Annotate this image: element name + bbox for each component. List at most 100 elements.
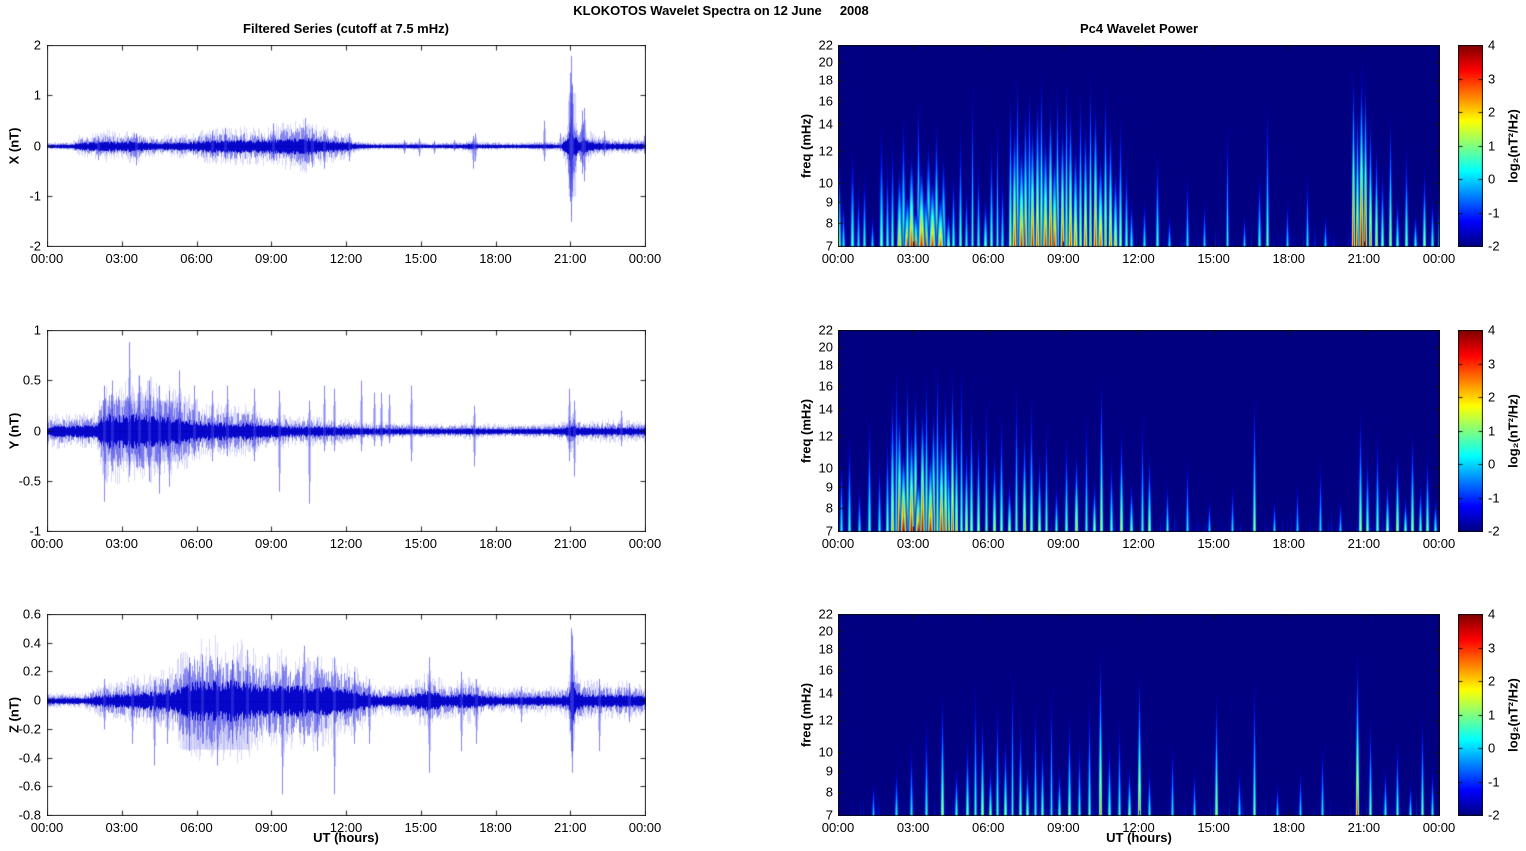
y-tick-label: 1	[33, 87, 41, 103]
freq-tick-label: 14	[818, 685, 833, 701]
colorbar-tick-label: -1	[1488, 774, 1500, 789]
freq-tick-label: 8	[825, 215, 833, 231]
x-tick-label: 06:00	[971, 251, 1005, 266]
colorbar-tick-label: 3	[1488, 71, 1496, 86]
x-tick-label: 18:00	[479, 251, 512, 266]
right-xaxis-label: UT (hours)	[1106, 830, 1172, 845]
freq-ylabel-row1: freq (mHz)	[798, 113, 814, 179]
colorbar-canvas-row2	[1458, 330, 1483, 532]
y-tick-label: -1	[29, 188, 41, 204]
y-tick-label: 0	[33, 692, 41, 708]
x-tick-label: 09:00	[1047, 251, 1080, 266]
freq-tick-label: 18	[818, 641, 833, 657]
colorbar-tick-label: 4	[1488, 322, 1496, 338]
colorbar-tick-label: 1	[1488, 707, 1496, 722]
x-tick-label: 00:00	[30, 536, 64, 551]
left-xaxis-label: UT (hours)	[313, 830, 379, 845]
freq-tick-label: 7	[825, 523, 833, 539]
x-tick-label: 18:00	[1272, 820, 1306, 835]
x-tick-label: 06:00	[180, 251, 213, 266]
x-tick-label: 18:00	[479, 536, 512, 551]
right-column-title: Pc4 Wavelet Power	[1079, 21, 1199, 36]
x-series-ylabel: X (nT)	[6, 127, 22, 165]
x-tick-label: 00:00	[30, 251, 64, 266]
x-tick-label: 09:00	[1047, 536, 1080, 551]
freq-tick-label: 16	[818, 378, 833, 394]
y-tick-label: -0.2	[18, 721, 41, 737]
y-wavelet-spectrogram-canvas	[838, 330, 1440, 532]
y-tick-label: -0.4	[18, 750, 41, 766]
colorbar-tick-label: 2	[1488, 673, 1496, 689]
colorbar-tick-label: 0	[1488, 456, 1496, 472]
x-tick-label: 09:00	[254, 536, 288, 551]
freq-tick-label: 20	[818, 54, 833, 70]
colorbar-tick-label: -1	[1488, 490, 1500, 505]
y-tick-label: 0	[33, 423, 41, 438]
x-tick-label: 18:00	[1272, 536, 1306, 551]
left-column-title: Filtered Series (cutoff at 7.5 mHz)	[243, 21, 449, 36]
colorbar-tick-label: -2	[1488, 238, 1500, 254]
colorbar-tick-label: 4	[1488, 37, 1496, 53]
colorbar-canvas-row3	[1458, 614, 1483, 816]
y-tick-label: 0	[33, 138, 41, 153]
freq-ylabel-row3: freq (mHz)	[798, 682, 814, 748]
freq-ylabel-row2: freq (mHz)	[798, 398, 814, 464]
z-wavelet-spectrogram-canvas	[838, 614, 1440, 816]
colorbar-tick-label: 0	[1488, 171, 1496, 187]
colorbar-tick-label: 1	[1488, 138, 1496, 153]
x-series-plot-canvas	[47, 45, 646, 247]
x-tick-label: 03:00	[896, 820, 930, 835]
freq-tick-label: 12	[818, 428, 833, 444]
colorbar-canvas-row1	[1458, 45, 1483, 247]
freq-tick-label: 10	[818, 460, 833, 476]
x-tick-label: 00:00	[30, 820, 64, 835]
y-tick-label: -0.8	[18, 807, 41, 823]
freq-tick-label: 22	[818, 37, 833, 53]
x-tick-label: 21:00	[553, 536, 587, 551]
y-series-plot-canvas	[47, 330, 646, 532]
x-tick-label: 00:00	[821, 820, 855, 835]
freq-tick-label: 12	[818, 143, 833, 159]
x-tick-label: 00:00	[1422, 536, 1456, 551]
colorbar-tick-label: 2	[1488, 389, 1496, 405]
colorbar-tick-label: 0	[1488, 740, 1496, 756]
colorbar-unit-label-row2: log₂(nT²/Hz)	[1505, 394, 1521, 468]
x-tick-label: 06:00	[971, 820, 1005, 835]
colorbar-tick-label: 2	[1488, 104, 1496, 120]
y-tick-label: -0.5	[18, 473, 41, 489]
freq-tick-label: 9	[825, 479, 833, 495]
x-tick-label: 21:00	[1347, 251, 1381, 266]
freq-tick-label: 14	[818, 401, 833, 417]
x-tick-label: 12:00	[329, 251, 363, 266]
freq-tick-label: 10	[818, 744, 833, 760]
freq-tick-label: 9	[825, 763, 833, 779]
y-tick-label: -0.6	[18, 778, 41, 794]
freq-tick-label: 14	[818, 116, 833, 132]
x-tick-label: 21:00	[553, 251, 587, 266]
colorbar-unit-label-row3: log₂(nT²/Hz)	[1505, 678, 1521, 752]
x-tick-label: 00:00	[628, 251, 662, 266]
x-tick-label: 03:00	[105, 820, 139, 835]
x-tick-label: 15:00	[1197, 251, 1230, 266]
colorbar-tick-label: 4	[1488, 606, 1496, 622]
y-series-ylabel: Y (nT)	[6, 412, 22, 450]
x-tick-label: 15:00	[1197, 536, 1230, 551]
colorbar-tick-label: -2	[1488, 807, 1500, 823]
x-tick-label: 09:00	[254, 820, 288, 835]
figure-title: KLOKOTOS Wavelet Spectra on 12 June 2008	[573, 3, 869, 18]
x-wavelet-spectrogram-canvas	[838, 45, 1440, 247]
colorbar-tick-label: 3	[1488, 356, 1496, 371]
freq-tick-label: 10	[818, 175, 833, 191]
x-tick-label: 03:00	[105, 536, 139, 551]
x-tick-label: 12:00	[329, 536, 363, 551]
x-tick-label: 12:00	[1122, 251, 1155, 266]
x-tick-label: 18:00	[479, 820, 512, 835]
x-tick-label: 21:00	[1347, 536, 1381, 551]
x-tick-label: 09:00	[254, 251, 288, 266]
x-tick-label: 15:00	[404, 820, 438, 835]
x-tick-label: 21:00	[1347, 820, 1381, 835]
x-tick-label: 03:00	[896, 251, 930, 266]
x-tick-label: 15:00	[404, 536, 438, 551]
freq-tick-label: 20	[818, 339, 833, 355]
